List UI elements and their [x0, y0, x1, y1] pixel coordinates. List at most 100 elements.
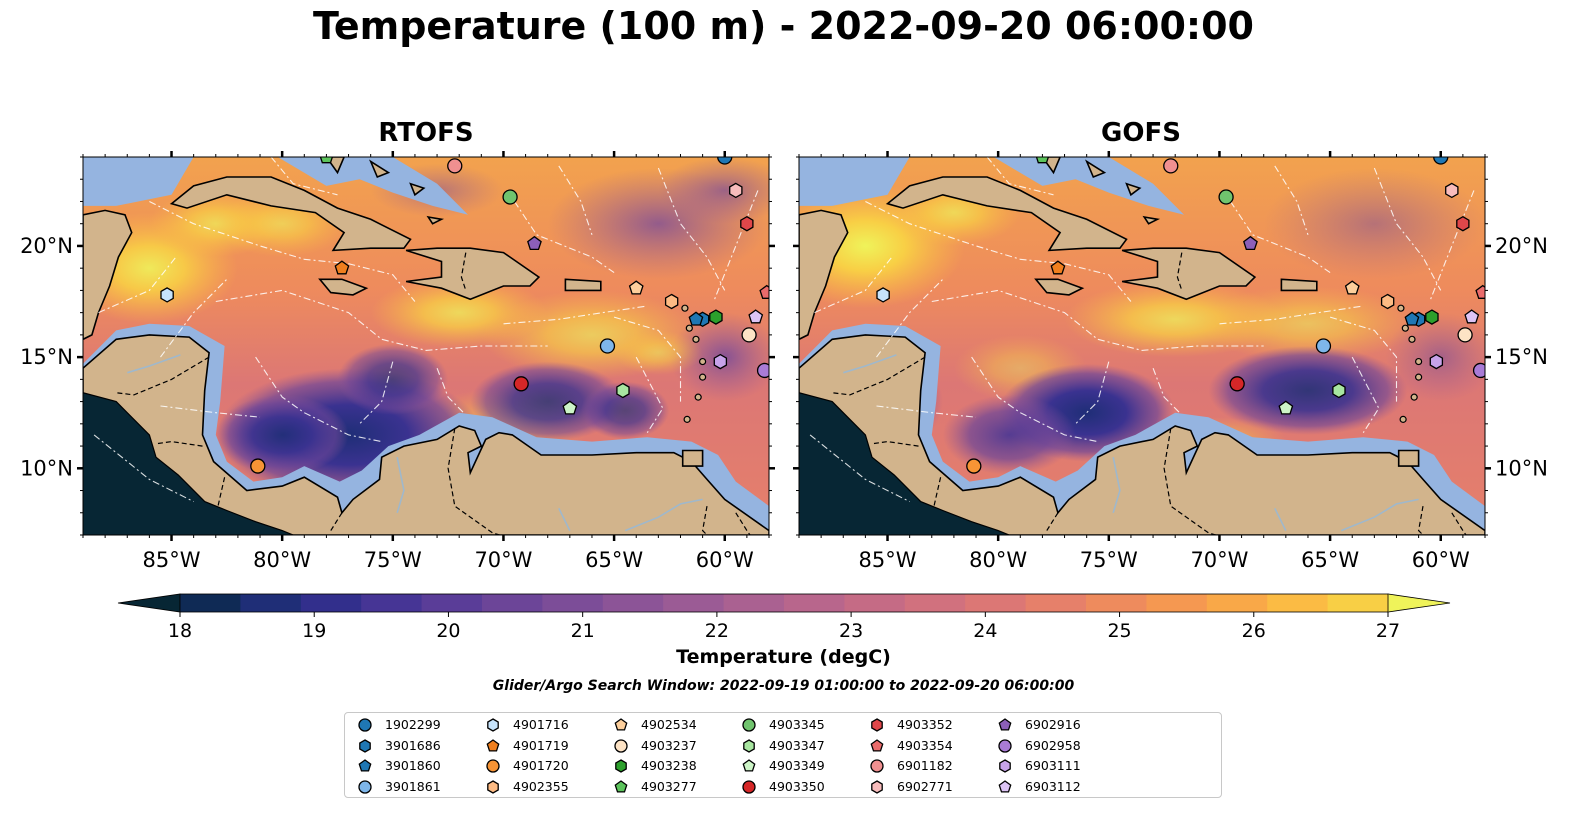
float-marker-6903112	[748, 309, 764, 324]
legend-label: 6903112	[1025, 778, 1081, 794]
eez-boundary	[558, 165, 593, 235]
land-bahamas	[1084, 159, 1107, 179]
legend-marker-4902534	[614, 718, 628, 731]
eez-boundary	[931, 289, 1264, 351]
map-panel-gofs: 85°W 80°W 75°W 70°W 65°W 60°W 10°N 15°N 20°N	[793, 151, 1548, 572]
land-lesser-antilles	[699, 357, 707, 366]
legend-marker-6903111	[999, 759, 1011, 773]
pentagon-marker-icon	[998, 779, 1012, 793]
country-border	[1163, 428, 1218, 535]
colorbar-outline	[179, 593, 1389, 613]
eez-boundary	[436, 368, 464, 414]
float-marker-4903349	[1278, 400, 1294, 415]
temperature-anomaly	[1263, 168, 1485, 280]
temperature-anomaly	[215, 394, 349, 475]
lon-tick-label: 65°W	[585, 548, 643, 572]
colorbar-segment	[240, 594, 302, 612]
colorbar-segment	[965, 594, 1027, 612]
circle-marker-icon	[614, 738, 628, 753]
river	[843, 354, 897, 374]
colorbar-segment	[1267, 594, 1329, 612]
land-bahamas	[368, 159, 391, 179]
colorbar-segment	[663, 594, 725, 612]
eez-boundary	[1219, 305, 1364, 325]
legend-marker-6903112	[998, 779, 1012, 793]
legend-marker-6901182	[870, 759, 884, 773]
float-marker-4901720	[966, 458, 982, 474]
pacific-ocean	[83, 392, 294, 535]
float-legend: 1902299 3901686 3901860 3901861 4901716 49017…	[344, 712, 1222, 798]
eez-boundary	[1351, 356, 1380, 433]
bahamas-shelf	[993, 157, 1184, 215]
eez-boundary	[503, 305, 648, 325]
legend-label: 4903349	[769, 758, 825, 773]
eez-boundary	[865, 201, 1132, 302]
land-hispaniola	[405, 247, 541, 301]
float-marker-6902958	[756, 362, 769, 379]
float-marker-4901719	[334, 260, 350, 275]
float-marker-4903238	[709, 309, 723, 325]
float-marker-6901182	[1163, 158, 1179, 174]
pacific-coastline	[799, 392, 1010, 535]
legend-label: 3901686	[385, 737, 441, 753]
land-lesser-antilles	[685, 324, 693, 332]
colorbar-segment	[723, 594, 785, 612]
hexagon-marker-icon	[743, 738, 755, 753]
eez-boundary	[809, 434, 910, 503]
eez-boundary	[657, 167, 726, 291]
country-border	[155, 440, 203, 447]
float-marker-1902299	[717, 157, 733, 165]
map-panel-rtofs: 85°W 80°W 75°W 70°W 65°W 60°W 10°N 15°N 20°N	[20, 151, 775, 572]
colorbar-tick-label: 24	[973, 620, 997, 642]
colorbar-tick-label: 18	[168, 620, 192, 642]
hexagon-marker-icon	[487, 718, 499, 732]
legend-label: 3901861	[385, 778, 441, 794]
river	[624, 498, 703, 532]
land-cuba	[169, 176, 412, 252]
legend-label: 6902771	[897, 778, 953, 794]
land-lesser-antilles	[694, 393, 702, 401]
colorbar-tick-label: 22	[705, 620, 729, 642]
legend-marker-1902299	[358, 718, 372, 732]
country-border	[1417, 505, 1424, 535]
legend-label: 6903111	[1025, 758, 1081, 773]
float-marker-4903277	[319, 157, 334, 164]
land-puerto-rico	[564, 278, 602, 292]
country-border	[460, 252, 467, 291]
hexagon-marker-icon	[615, 759, 627, 773]
pentagon-marker-icon	[742, 759, 756, 772]
temperature-anomaly	[1208, 346, 1408, 435]
circle-marker-icon	[358, 718, 372, 732]
float-marker-6902771	[729, 182, 743, 199]
colorbar-tick-label: 26	[1242, 620, 1266, 642]
hexagon-marker-icon	[871, 779, 883, 794]
float-marker-4903350	[513, 376, 529, 392]
eez-boundary	[876, 405, 977, 418]
float-marker-4902534	[628, 280, 644, 295]
eez-boundary	[514, 201, 615, 274]
eez-boundary	[160, 405, 261, 418]
colorbar-tick-label: 20	[436, 620, 460, 642]
float-marker-4901716	[876, 287, 890, 303]
country-border	[1046, 512, 1059, 531]
land-jamaica	[1034, 278, 1085, 296]
eez-boundary	[1230, 201, 1331, 274]
legend-marker-6902771	[871, 779, 883, 794]
eez-boundary	[215, 289, 548, 351]
river	[558, 507, 571, 531]
legend-marker-6902916	[998, 718, 1012, 731]
legend-label: 4903345	[769, 717, 825, 732]
yucatan-shelf	[799, 157, 910, 206]
temperature-anomaly	[337, 343, 449, 415]
land-bahamas	[409, 182, 426, 197]
eez-boundary	[1152, 368, 1180, 414]
float-marker-3901861	[1315, 338, 1332, 354]
circle-marker-icon	[358, 779, 372, 794]
legend-label: 4902534	[641, 717, 697, 732]
legend-marker-4903345	[742, 718, 756, 732]
land-lesser-antilles	[1397, 304, 1405, 312]
land-trinidad	[681, 449, 704, 467]
land-trinidad	[1397, 449, 1420, 467]
colorbar-segment	[361, 594, 423, 612]
lon-tick-label: 65°W	[1301, 548, 1359, 572]
